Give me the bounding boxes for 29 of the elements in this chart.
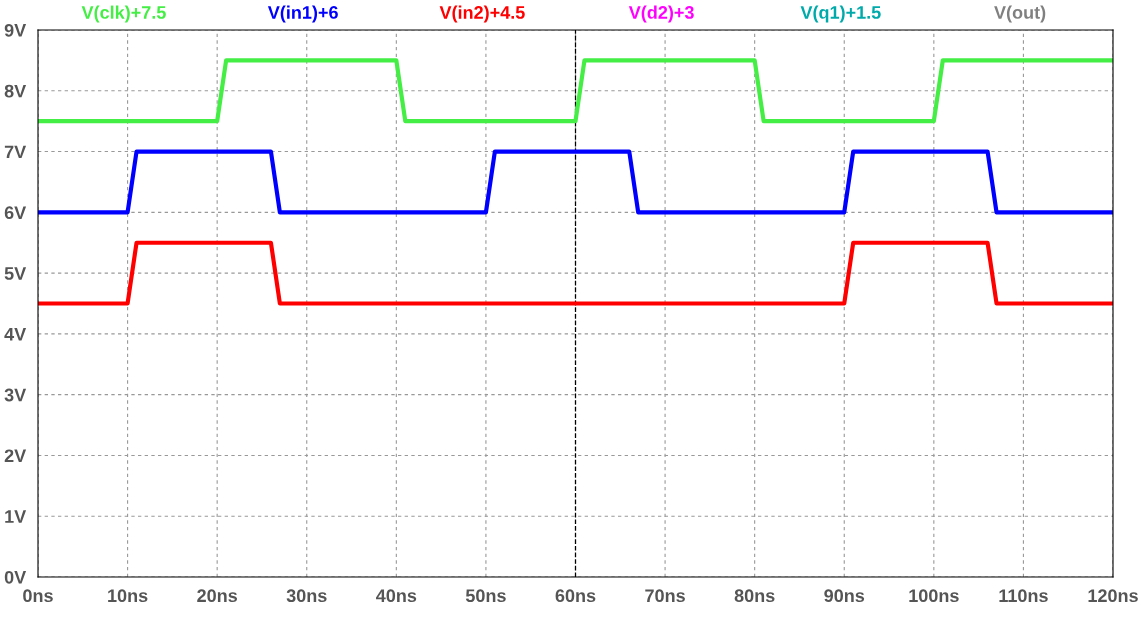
x-tick-label: 10ns — [108, 589, 148, 603]
text: V(in1)+6 — [267, 5, 338, 23]
y-tick-label: 1V — [5, 510, 27, 523]
x-tick-label: 30ns — [286, 589, 327, 603]
x-tick-label: 50ns — [465, 589, 506, 603]
x-tick-label: 110ns — [999, 589, 1048, 603]
y-tick-label: 0V — [4, 570, 27, 584]
y-tick-label: 5V — [4, 267, 27, 280]
x-tick-label: 60ns — [555, 589, 596, 603]
x-tick-label: 70ns — [645, 589, 685, 603]
text: V(in2)+4.5 — [439, 5, 525, 23]
x-tick-label: 120ns — [1088, 589, 1138, 603]
y-tick-label: 9V — [4, 23, 27, 37]
x-tick-label: 100ns — [909, 589, 959, 603]
x-tick-label: 20ns — [197, 589, 238, 603]
x-tick-label: 0ns — [23, 589, 53, 603]
y-tick-label: 4V — [4, 328, 27, 341]
y-tick-label: 6V — [4, 206, 27, 220]
text: V(clk)+7.5 — [81, 5, 166, 23]
y-tick-label: 7V — [4, 145, 27, 159]
y-tick-label: 2V — [4, 449, 27, 462]
legend-label: V(q1)+1.5 — [800, 5, 881, 23]
y-tick-label: 3V — [4, 388, 27, 402]
x-tick-label: 80ns — [734, 589, 775, 603]
y-tick-label: 8V — [4, 84, 27, 98]
legend-label: V(d2)+3 — [628, 5, 694, 23]
x-tick-label: 90ns — [824, 589, 865, 603]
x-tick-label: 40ns — [376, 589, 417, 603]
legend-label: V(out) — [994, 5, 1046, 23]
